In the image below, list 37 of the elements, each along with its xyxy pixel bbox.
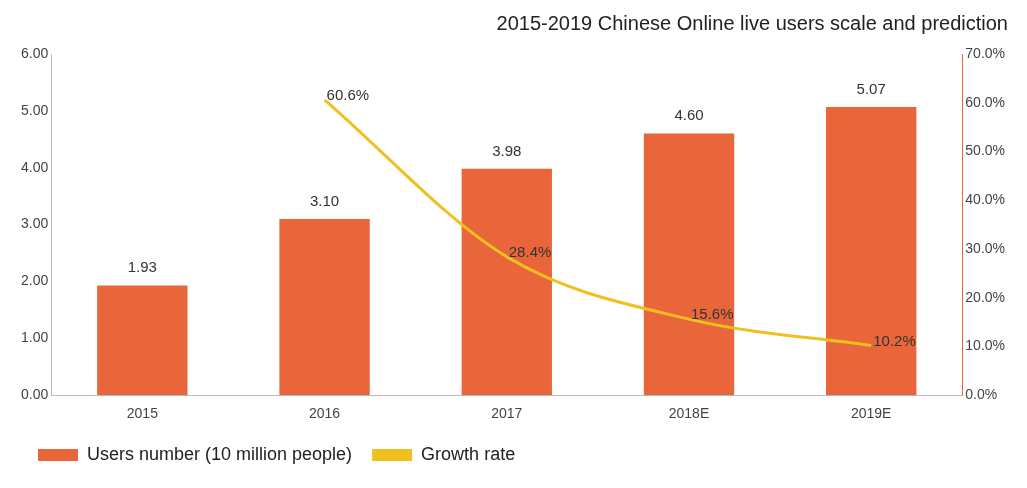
legend-label: Growth rate [421, 443, 516, 464]
y2-tick-label: 0.0% [965, 386, 998, 403]
bar [461, 168, 552, 396]
y2-tick-label: 20.0% [965, 288, 1006, 305]
y-tick-label: 0.00 [21, 386, 49, 403]
y-tick-label: 1.00 [21, 329, 49, 346]
data-label: 3.10 [309, 191, 340, 209]
data-label: 1.93 [127, 258, 157, 276]
data-label: 60.6% [326, 85, 370, 103]
y-tick-label: 5.00 [21, 101, 49, 118]
x-tick-label: 2018E [668, 405, 710, 422]
chart-title: 2015-2019 Chinese Online live users scale and prediction [496, 11, 1008, 34]
data-label: 10.2% [873, 331, 916, 349]
data-label: 5.07 [856, 79, 886, 97]
x-tick-label: 2017 [491, 405, 523, 422]
legend-label: Users number (10 million people) [87, 443, 353, 464]
y-tick-label: 4.00 [21, 158, 49, 175]
bar [643, 133, 735, 396]
data-label: 28.4% [508, 242, 552, 260]
y-tick-label: 3.00 [21, 215, 49, 232]
y2-tick-label: 60.0% [965, 93, 1006, 110]
x-tick-label: 2016 [308, 405, 341, 422]
data-label: 15.6% [690, 305, 734, 323]
data-label: 3.98 [492, 141, 522, 159]
y2-tick-label: 30.0% [965, 239, 1006, 256]
bar [97, 285, 188, 396]
bar [826, 106, 917, 396]
y-tick-label: 6.00 [21, 44, 49, 61]
y2-tick-label: 40.0% [965, 191, 1006, 208]
y2-tick-label: 70.0% [965, 44, 1006, 61]
y-tick-label: 2.00 [21, 272, 49, 289]
bar [279, 218, 370, 396]
y2-tick-label: 10.0% [965, 337, 1006, 354]
data-label: 4.60 [674, 106, 704, 124]
x-tick-label: 2015 [126, 405, 159, 422]
y2-tick-label: 50.0% [965, 142, 1006, 159]
x-tick-label: 2019E [850, 405, 892, 422]
